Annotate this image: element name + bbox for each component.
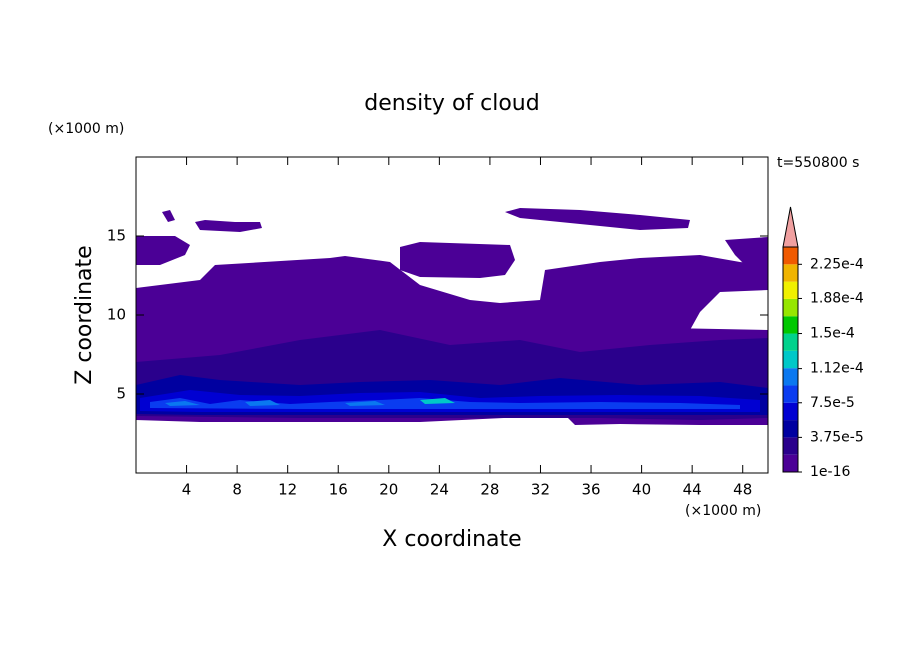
colorbar-frame xyxy=(782,246,799,473)
y-unit: (×1000 m) xyxy=(48,121,124,137)
x-tick-label: 20 xyxy=(379,481,398,499)
colorbar-band xyxy=(783,281,798,299)
colorbar-band xyxy=(783,385,798,403)
chart-title: density of cloud xyxy=(364,91,539,116)
x-tick-label: 48 xyxy=(733,481,752,499)
contour-field xyxy=(136,208,768,425)
colorbar-band xyxy=(783,316,798,334)
colorbar-band xyxy=(783,298,798,317)
cloud-region xyxy=(165,401,200,406)
y-tick-label: 10 xyxy=(107,306,126,324)
x-tick-label: 16 xyxy=(329,481,348,499)
x-tick-label: 4 xyxy=(182,481,192,499)
cloud-region xyxy=(400,242,515,278)
cloud-region xyxy=(420,398,455,404)
cloud-region xyxy=(505,208,690,230)
cloud-region xyxy=(136,236,190,265)
cloud-region xyxy=(150,398,740,409)
x-tick-label: 24 xyxy=(430,481,449,499)
x-tick-label: 12 xyxy=(278,481,297,499)
colorbar-tick-label: 1.5e-4 xyxy=(810,326,855,342)
y-tick-label: 15 xyxy=(107,227,126,245)
colorbar-tick-label: 1.12e-4 xyxy=(810,361,864,377)
colorbar-band xyxy=(783,437,798,455)
colorbar-tick-label: 7.5e-5 xyxy=(810,395,855,411)
y-axis-label: Z coordinate xyxy=(72,245,97,384)
colorbar-tick-label: 1e-16 xyxy=(810,464,850,480)
cloud-region xyxy=(195,220,262,232)
x-tick-label: 28 xyxy=(480,481,499,499)
colorbar-band xyxy=(783,402,798,421)
x-tick-label: 40 xyxy=(632,481,651,499)
x-tick-label: 36 xyxy=(581,481,600,499)
annotation: t=550800 s xyxy=(777,155,859,171)
colorbar-band xyxy=(783,350,798,369)
colorbar-tick-label: 1.88e-4 xyxy=(810,290,864,306)
x-axis-label: X coordinate xyxy=(382,527,521,552)
x-tick-label: 44 xyxy=(683,481,702,499)
colorbar-band xyxy=(783,247,798,265)
colorbar-band xyxy=(783,454,798,472)
x-unit: (×1000 m) xyxy=(685,503,761,519)
colorbar-extension xyxy=(782,206,799,248)
x-tick-label: 8 xyxy=(232,481,242,499)
cloud-region xyxy=(345,401,385,406)
y-tick-label: 5 xyxy=(116,385,126,403)
colorbar-tick-label: 3.75e-5 xyxy=(810,429,864,445)
colorbar-band xyxy=(783,368,798,386)
colorbar-band xyxy=(783,420,798,438)
colorbar-tick-label: 2.25e-4 xyxy=(810,256,864,272)
cloud-region xyxy=(162,210,175,222)
colorbar-band xyxy=(783,264,798,282)
x-tick-label: 32 xyxy=(531,481,550,499)
cloud-region xyxy=(725,237,768,265)
cloud-region xyxy=(245,400,280,406)
colorbar-band xyxy=(783,333,798,351)
